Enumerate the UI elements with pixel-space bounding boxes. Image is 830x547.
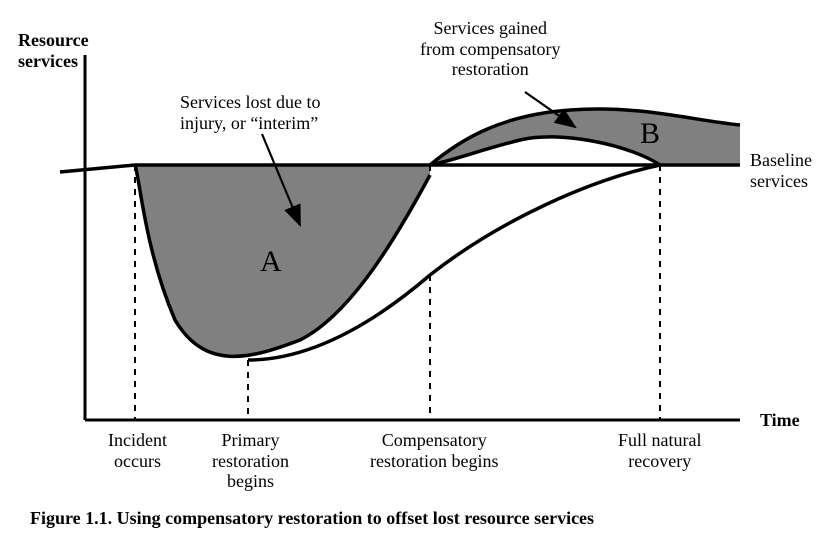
- figure-caption: Figure 1.1. Using compensatory restorati…: [30, 508, 594, 529]
- region-a-letter: A: [260, 245, 282, 280]
- x-axis-label: Time: [760, 410, 800, 431]
- figure-container: { "figure": { "width": 830, "height": 54…: [0, 0, 830, 547]
- event-full-recovery-label: Full natural recovery: [618, 430, 702, 471]
- y-axis-label: Resource services: [18, 30, 89, 71]
- annotation-gained-services: Services gained from compensatory restor…: [420, 18, 560, 80]
- annotation-lost-services: Services lost due to injury, or “interim…: [180, 92, 320, 133]
- event-incident-label: Incident occurs: [108, 430, 167, 471]
- region-b-letter: B: [640, 117, 660, 152]
- event-primary-label: Primary restoration begins: [212, 430, 289, 492]
- annotation-baseline: Baseline services: [750, 150, 812, 191]
- event-compensatory-label: Compensatory restoration begins: [370, 430, 498, 471]
